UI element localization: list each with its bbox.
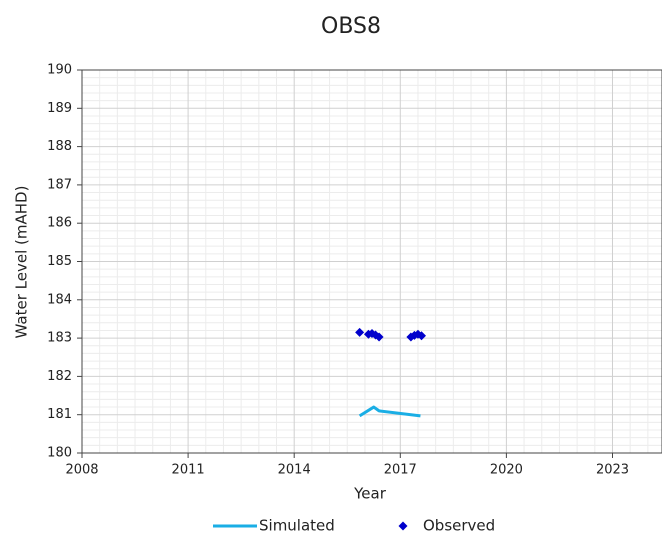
y-tick-label: 186	[47, 216, 72, 231]
x-tick-label: 2011	[172, 463, 205, 478]
plot-frame	[81, 69, 662, 454]
legend-label: Observed	[423, 517, 495, 535]
x-tick-label: 2008	[65, 463, 98, 478]
y-tick-label: 188	[47, 139, 72, 154]
marker	[417, 331, 427, 341]
y-tick-label: 181	[47, 407, 72, 422]
y-tick-label: 187	[47, 177, 72, 192]
chart-title: OBS8	[321, 14, 381, 39]
x-tick-label: 2023	[596, 463, 629, 478]
y-tick-label: 185	[47, 254, 72, 269]
x-tick-label: 2020	[490, 463, 523, 478]
legend-swatch	[398, 521, 408, 531]
y-tick-label: 180	[47, 446, 72, 461]
marker	[374, 332, 384, 342]
marker	[355, 327, 365, 337]
y-axis-label: Water Level (mAHD)	[13, 186, 31, 339]
x-tick-label: 2014	[278, 463, 311, 478]
y-tick-label: 184	[47, 292, 72, 307]
x-axis-label: Year	[353, 485, 387, 503]
x-tick-label: 2017	[384, 463, 417, 478]
y-tick-label: 183	[47, 331, 72, 346]
legend-label: Simulated	[259, 517, 335, 535]
line	[358, 405, 421, 418]
y-tick-label: 190	[47, 63, 72, 78]
y-tick-label: 189	[47, 101, 72, 116]
y-tick-label: 182	[47, 369, 72, 384]
